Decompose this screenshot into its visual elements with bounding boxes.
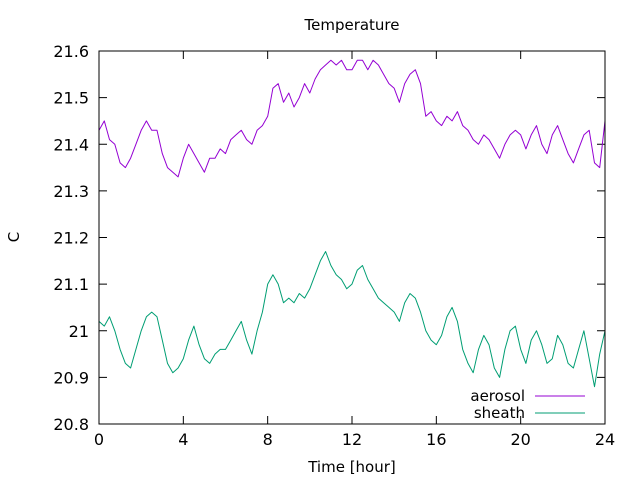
legend-label-sheath: sheath [474, 404, 525, 422]
y-tick-label: 21.4 [53, 135, 89, 154]
y-axis-title: C [5, 232, 23, 242]
chart-title: Temperature [303, 16, 399, 34]
x-tick-label: 12 [342, 430, 362, 449]
plot-area: 20.8 20.9 21 21.1 21.2 21.3 21.4 21.5 21.6 0 4 8 12 1… [53, 42, 615, 449]
x-tick-label: 0 [94, 430, 104, 449]
y-tick-label: 21.1 [53, 275, 89, 294]
y-tick-label: 20.9 [53, 368, 89, 387]
series-line-aerosol [98, 59, 606, 178]
y-tick-label: 21 [69, 322, 89, 341]
x-tick-label: 8 [263, 430, 273, 449]
legend-label-aerosol: aerosol [470, 387, 525, 405]
y-tick-label: 21.2 [53, 229, 89, 248]
y-tick-label: 20.8 [53, 415, 89, 434]
x-axis-title: Time [hour] [307, 458, 396, 476]
plot-frame [98, 50, 606, 425]
y-tick-label: 21.3 [53, 182, 89, 201]
x-tick-label: 4 [178, 430, 188, 449]
y-tick-label: 21.5 [53, 89, 89, 108]
series-line-sheath [98, 251, 606, 388]
x-tick-label: 20 [510, 430, 530, 449]
x-tick-label: 16 [426, 430, 446, 449]
y-tick-label: 21.6 [53, 42, 89, 61]
x-tick-label: 24 [595, 430, 615, 449]
